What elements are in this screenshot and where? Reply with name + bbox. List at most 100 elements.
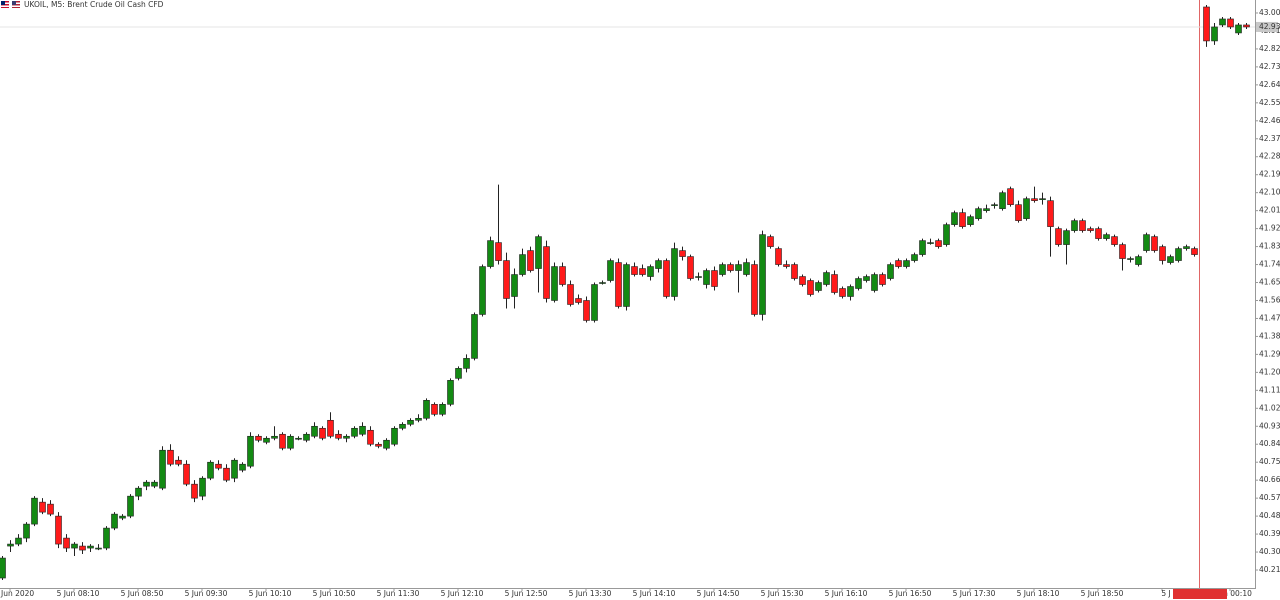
candle-body [527,250,534,271]
candle-body [1015,204,1022,221]
candle-body [687,256,694,279]
candle-body [1143,234,1150,251]
candle-body [503,260,510,299]
y-tick-label: 40.39 [1259,529,1280,538]
candle-body [519,254,526,275]
y-tick-label: 41.29 [1259,349,1280,358]
y-tick-label: 42.28 [1259,152,1280,161]
candle-body [119,515,126,519]
candle-body [351,427,358,437]
y-tick-label: 40.93 [1259,421,1280,430]
candle-body [887,264,894,279]
candle-body [751,264,758,315]
y-tick-label: 40.84 [1259,439,1280,448]
candle-body [1183,246,1190,249]
candle-body [783,264,790,267]
candle-body [1023,198,1030,219]
candle-body [55,515,62,545]
candle-body [327,419,334,437]
candle-body [1235,24,1242,34]
chart-title: UKOIL, M5: Brent Crude Oil Cash CFD [24,0,164,9]
candle-body [183,463,190,485]
candle-body [607,260,614,281]
y-tick-label: 42.55 [1259,98,1280,107]
candle-body [703,270,710,285]
candle-body [159,449,166,489]
y-tick-label: 41.47 [1259,313,1280,322]
candle-body [311,425,318,437]
candle-body [7,543,14,547]
candle-body [727,264,734,271]
candle-body [0,557,6,579]
candle-body [239,463,246,471]
y-tick-label: 42.37 [1259,134,1280,143]
y-tick-label: 42.46 [1259,116,1280,125]
x-tick-label: 5 Jun 08:50 [121,589,164,598]
y-tick-label: 42.01 [1259,206,1280,215]
candle-body [943,224,950,245]
last-price-label: 42.93 [1259,22,1280,31]
x-tick-label: 5 Jun 14:10 [633,589,676,598]
symbol-flag [1,1,20,8]
candle-body [295,437,302,440]
candle-body [103,527,110,549]
candle-body [39,501,46,513]
candle-body [223,467,230,481]
x-tick-label: Jun 00:10 [1215,589,1252,598]
candle-body [1047,200,1054,227]
candle-body [711,270,718,287]
candle-body [319,427,326,439]
candle-body [383,439,390,449]
candle-body [79,545,86,551]
candle-body [63,537,70,549]
candle-body [759,234,766,315]
candle-body [1211,26,1218,42]
candle-body [1039,198,1046,200]
y-tick-label: 40.57 [1259,493,1280,502]
x-tick-label: 5 Jun 15:30 [761,589,804,598]
candle-body [47,503,54,515]
candle-body [95,547,102,550]
y-tick-label: 41.92 [1259,224,1280,233]
candle-body [855,278,862,289]
candle-body [231,459,238,479]
candle-body [287,435,294,449]
candle-body [399,423,406,429]
candle-body [463,358,470,369]
candle-body [263,437,270,443]
candle-body [575,298,582,303]
x-tick-label: 5 Jun 10:10 [249,589,292,598]
y-tick-label: 42.10 [1259,188,1280,197]
x-tick-label: 5 Jun 18:10 [1017,589,1060,598]
x-tick-label: 5 Jun 10:50 [313,589,356,598]
x-tick-label: 5 Jun 18:50 [1081,589,1124,598]
candle-body [343,435,350,439]
candle-body [975,208,982,219]
y-tick-label: 42.82 [1259,44,1280,53]
candle-body [959,212,966,227]
candle-body [175,459,182,465]
x-tick-label: 5 Jun 13:30 [569,589,612,598]
x-tick-label: 5 Jun 14:50 [697,589,740,598]
y-tick-label: 40.75 [1259,457,1280,466]
x-tick-label: 5 Jun 09:30 [185,589,228,598]
candle-body [951,212,958,225]
x-tick-label: 5 Jun 16:10 [825,589,868,598]
candle-body [847,286,854,297]
x-tick-label: 5 Jun 12:10 [441,589,484,598]
candle-body [903,260,910,267]
candle-body [1055,228,1062,245]
y-tick-label: 40.30 [1259,547,1280,556]
candle-body [271,435,278,439]
candle-body [1203,6,1210,42]
candle-body [1135,256,1142,265]
candle-body [815,282,822,291]
y-tick-label: 41.74 [1259,260,1280,269]
candle-body [735,264,742,271]
candle-body [1079,220,1086,231]
candle-body [367,429,374,445]
candle-body [639,268,646,275]
candle-body [31,497,38,525]
candle-body [167,449,174,465]
